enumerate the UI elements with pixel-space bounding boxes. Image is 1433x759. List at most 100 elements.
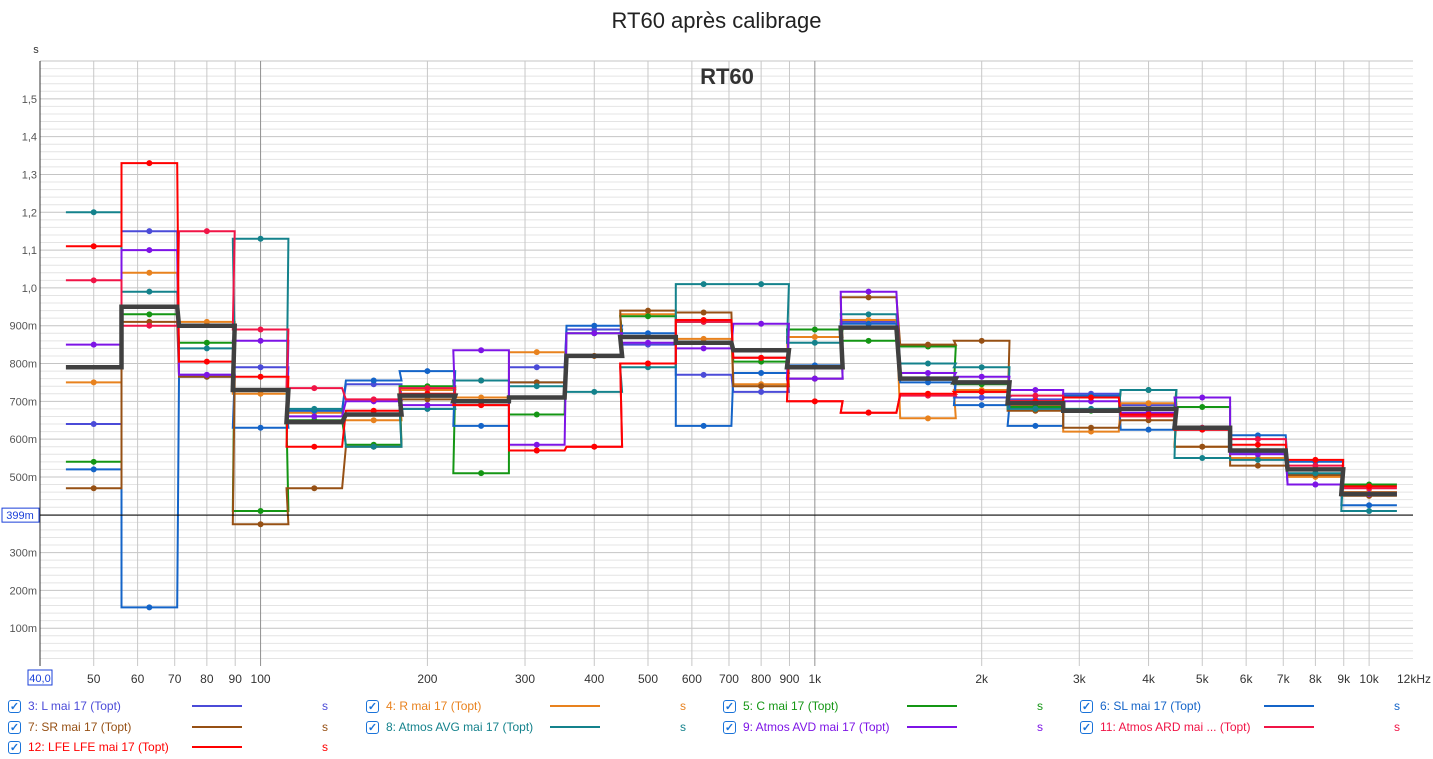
checkbox-checked-icon[interactable]: ✓	[1080, 720, 1093, 734]
data-point	[865, 409, 872, 416]
data-point	[700, 335, 707, 342]
data-point	[924, 379, 931, 386]
legend-label: 8: Atmos AVG mai 17 (Topt)	[386, 720, 534, 734]
data-point	[90, 277, 97, 284]
series-4	[65, 320, 1397, 611]
checkbox-checked-icon[interactable]: ✓	[723, 699, 736, 713]
legend-unit: s	[1037, 699, 1043, 713]
data-point	[1366, 483, 1373, 490]
average-line	[65, 304, 1397, 497]
data-point	[644, 313, 651, 320]
x-tick-label: 400	[584, 672, 604, 686]
data-point	[257, 337, 264, 344]
x-tick-label: 80	[200, 672, 214, 686]
data-point	[865, 320, 872, 327]
series-9	[65, 160, 1397, 490]
data-point	[257, 364, 264, 371]
checkbox-checked-icon[interactable]: ✓	[723, 720, 736, 734]
data-point	[758, 281, 765, 288]
data-point	[257, 326, 264, 333]
legend-unit: s	[1394, 699, 1400, 713]
legend-item[interactable]: ✓ 5: C mai 17 (Topt) s	[723, 697, 1053, 715]
legend-label: 12: LFE LFE mai 17 (Topt)	[28, 740, 169, 754]
data-point	[257, 235, 264, 242]
legend-unit: s	[1037, 720, 1043, 734]
data-point	[203, 318, 210, 325]
data-point	[700, 317, 707, 324]
legend-item[interactable]: ✓ 6: SL mai 17 (Topt) s	[1080, 697, 1410, 715]
data-point	[90, 209, 97, 216]
legend-swatch	[1264, 726, 1314, 728]
data-point	[924, 369, 931, 376]
x-tick-label: 200	[417, 672, 437, 686]
legend-item[interactable]: ✓ 8: Atmos AVG mai 17 (Topt) s	[366, 718, 696, 736]
data-point	[90, 341, 97, 348]
data-point	[644, 339, 651, 346]
legend-item[interactable]: ✓ 4: R mai 17 (Topt) s	[366, 697, 696, 715]
data-point	[1199, 403, 1206, 410]
y-tick-label: 200m	[9, 585, 37, 597]
data-point	[758, 383, 765, 390]
legend-item[interactable]: ✓ 11: Atmos ARD mai ... (Topt) s	[1080, 718, 1410, 736]
data-point	[146, 311, 153, 318]
legend-item[interactable]: ✓ 12: LFE LFE mai 17 (Topt) s	[8, 738, 338, 756]
data-point	[1254, 441, 1261, 448]
data-point	[1032, 386, 1039, 393]
cursor-x-box	[27, 669, 53, 686]
legend-label: 6: SL mai 17 (Topt)	[1100, 699, 1201, 713]
checkbox-checked-icon[interactable]: ✓	[1080, 699, 1093, 713]
checkbox-checked-icon[interactable]: ✓	[366, 720, 379, 734]
x-tick-label: 60	[131, 672, 145, 686]
data-point	[1312, 462, 1319, 469]
legend-swatch	[1264, 705, 1314, 707]
data-point	[591, 322, 598, 329]
data-point	[203, 345, 210, 352]
data-point	[311, 443, 318, 450]
y-tick-label: 1,3	[22, 169, 37, 181]
data-point	[758, 369, 765, 376]
legend-swatch	[550, 705, 600, 707]
data-point	[811, 334, 818, 341]
data-point	[865, 294, 872, 301]
data-point	[90, 421, 97, 427]
data-point	[865, 311, 872, 318]
data-point	[591, 443, 598, 450]
legend-label: 3: L mai 17 (Topt)	[28, 699, 121, 713]
data-point	[700, 345, 707, 352]
data-point	[90, 243, 97, 250]
cursor-value-label: 399m	[6, 510, 34, 522]
data-point	[146, 269, 153, 276]
data-point	[1032, 405, 1039, 412]
legend-item[interactable]: ✓ 9: Atmos AVD mai 17 (Topt) s	[723, 718, 1053, 736]
checkbox-checked-icon[interactable]: ✓	[8, 740, 21, 754]
legend-swatch	[192, 705, 242, 707]
data-point	[146, 604, 153, 611]
checkbox-checked-icon[interactable]: ✓	[8, 720, 21, 734]
data-point	[1312, 481, 1319, 488]
data-point	[700, 371, 707, 378]
data-point	[700, 281, 707, 288]
data-point	[478, 377, 485, 384]
data-point	[700, 422, 707, 429]
legend-label: 4: R mai 17 (Topt)	[386, 699, 482, 713]
legend-label: 9: Atmos AVD mai 17 (Topt)	[743, 720, 890, 734]
data-point	[257, 373, 264, 380]
checkbox-checked-icon[interactable]: ✓	[8, 699, 21, 713]
x-tick-label: 8k	[1309, 672, 1323, 686]
data-point	[811, 375, 818, 382]
y-tick-label: 900m	[9, 321, 37, 333]
y-tick-label: 700m	[9, 396, 37, 408]
legend-item[interactable]: ✓ 7: SR mai 17 (Topt) s	[8, 718, 338, 736]
data-point	[146, 160, 153, 167]
y-tick-label: 300m	[9, 548, 37, 560]
data-point	[1312, 456, 1319, 463]
data-point	[758, 388, 765, 395]
data-point	[1145, 386, 1152, 393]
x-tick-label: 300	[515, 672, 535, 686]
x-tick-label: 7k	[1277, 672, 1291, 686]
rt60-chart: 50 60 70 80 90 100 200 300 400 500 600 700 800 900 1k 2…	[1, 44, 1431, 686]
checkbox-checked-icon[interactable]: ✓	[366, 699, 379, 713]
data-point	[1088, 424, 1095, 431]
legend-item[interactable]: ✓ 3: L mai 17 (Topt) s	[8, 697, 338, 715]
data-point	[203, 339, 210, 346]
